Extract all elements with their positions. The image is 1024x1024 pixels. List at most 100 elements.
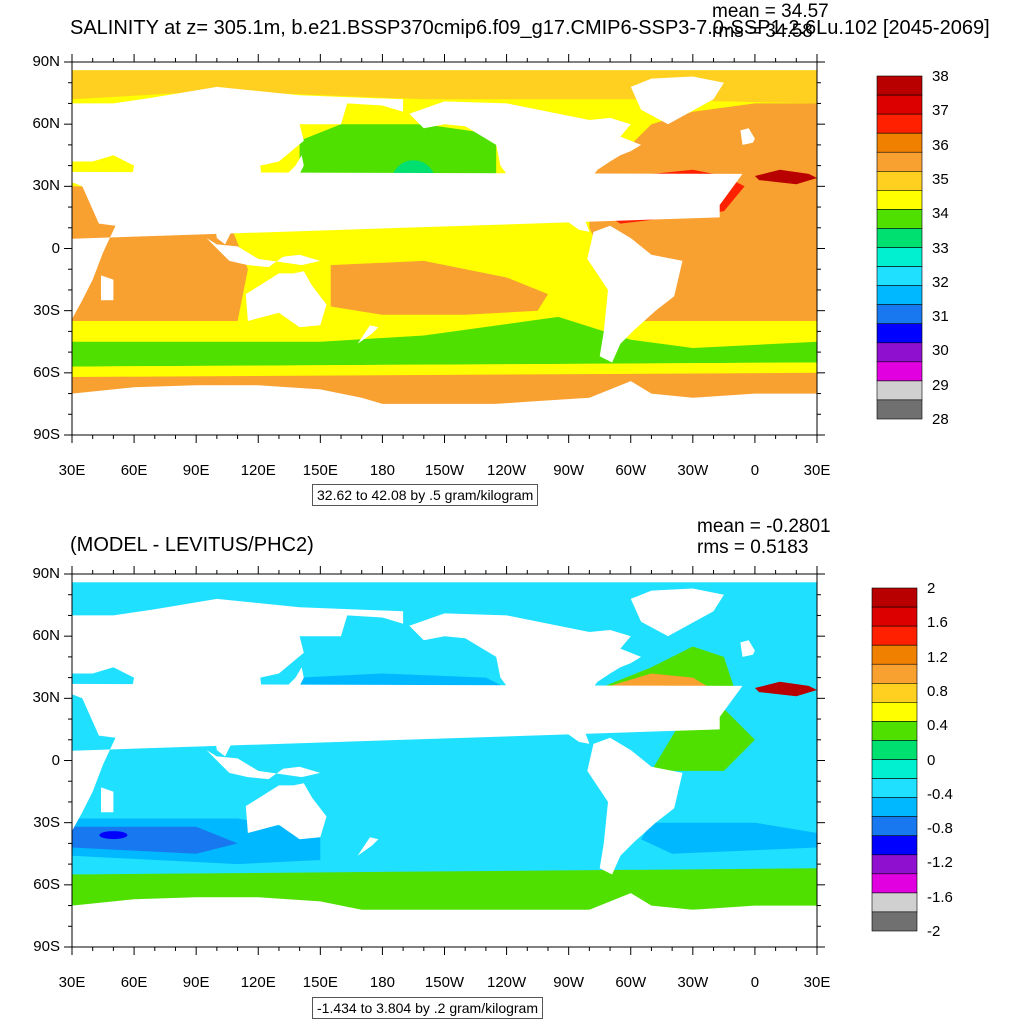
colorbar-swatch	[876, 304, 923, 325]
lon-tick-label: 30W	[677, 462, 709, 479]
lat-tick-label: 0	[51, 751, 60, 769]
colorbar-label: -1.2	[927, 854, 953, 872]
lon-tick-label: 60W	[615, 462, 647, 479]
colorbar-label: 0.4	[927, 717, 948, 735]
colorbar-label: 0	[927, 751, 936, 769]
colorbar-swatch	[871, 911, 918, 932]
bottom-rms-label: rms = 0.5183	[697, 537, 809, 558]
colorbar-label: 30	[932, 342, 949, 360]
southern-ocean-yellow-band	[72, 362, 817, 377]
colorbar-swatch	[871, 892, 918, 913]
colorbar-label: 29	[932, 376, 949, 394]
land-indonesia	[206, 238, 321, 268]
lon-tick-label: 90W	[553, 462, 585, 479]
lat-tick-label: 90N	[32, 53, 60, 70]
lon-tick-label: 120E	[240, 974, 276, 991]
colorbar-label: 36	[932, 136, 949, 154]
top-mean-label: mean = 34.57	[712, 1, 829, 22]
colorbar-swatch	[876, 380, 923, 401]
colorbar-swatch	[876, 209, 923, 229]
land-australia	[245, 783, 327, 840]
bottom-panel-title: (MODEL - LEVITUS/PHC2)	[70, 534, 314, 556]
land-namerica	[409, 613, 642, 744]
colorbar-swatch	[871, 625, 918, 646]
land-samerica	[587, 225, 683, 363]
lat-tick-label: 60S	[33, 363, 60, 381]
colorbar-label: 0.8	[927, 682, 948, 700]
lat-tick-label: 90S	[33, 426, 60, 443]
colorbar-swatch	[871, 682, 918, 703]
mediterranean-outflow-region	[754, 169, 817, 185]
colorbar-label: 38	[932, 68, 949, 85]
colorbar-label: 33	[932, 239, 949, 257]
land-greenland	[630, 588, 724, 637]
lon-tick-label: 90W	[553, 974, 585, 991]
land-uk	[740, 128, 755, 145]
colorbar-swatch	[876, 190, 923, 210]
lat-tick-label: 30S	[33, 813, 60, 831]
colorbar-swatch	[876, 361, 923, 382]
lat-tick-label: 0	[51, 239, 60, 257]
colorbar-label: 35	[932, 170, 949, 188]
colorbar-swatch	[871, 854, 918, 875]
land-madagascar	[101, 275, 114, 301]
land-japan	[278, 155, 304, 185]
land-eurasia	[72, 86, 404, 245]
colorbar-swatch	[871, 740, 918, 760]
colorbar-label: -2	[927, 923, 941, 940]
top-rms-label: rms = 34.58	[712, 21, 813, 42]
lat-tick-label: 90N	[32, 565, 60, 582]
lon-tick-label: 60E	[120, 974, 148, 991]
lon-tick-label: 60E	[120, 462, 148, 479]
colorbar-swatch	[871, 701, 918, 722]
lon-tick-label: 150W	[424, 974, 465, 991]
lat-tick-label: 30S	[33, 301, 60, 319]
colorbar-label: 32	[932, 273, 949, 291]
colorbar-swatch	[871, 759, 918, 779]
colorbar-swatch	[871, 873, 918, 894]
bottom-mean-label: mean = -0.2801	[697, 516, 831, 537]
lon-tick-label: 150E	[302, 974, 338, 991]
tropical-atlantic-positive-region	[651, 708, 755, 771]
land-nz	[357, 837, 379, 856]
land-madagascar	[101, 787, 114, 813]
colorbar-swatch	[876, 399, 923, 420]
colorbar-swatch	[876, 151, 923, 172]
lon-tick-label: 120E	[240, 462, 276, 479]
colorbar-label: 2	[927, 580, 936, 597]
top-panel-title: SALINITY at z= 305.1m, b.e21.BSSP370cmip…	[70, 17, 990, 39]
colorbar-swatch	[876, 132, 923, 153]
land-nz	[357, 325, 379, 344]
land-antarctica	[72, 893, 817, 947]
south-pacific-high-region	[330, 260, 548, 315]
colorbar-swatch	[871, 797, 918, 817]
lat-tick-label: 60N	[32, 115, 60, 133]
indian-extreme-negative-region	[99, 831, 128, 840]
colorbar-swatch	[876, 285, 923, 306]
colorbar-swatch	[876, 323, 923, 344]
land-eurasia	[72, 598, 404, 757]
land-namerica	[409, 101, 642, 232]
land-greenland	[630, 76, 724, 125]
lon-tick-label: 150E	[302, 462, 338, 479]
colorbar-label: 28	[932, 411, 949, 428]
top-contour-info: 32.62 to 42.08 by .5 gram/kilogram	[312, 484, 539, 506]
southern-ocean-band-region	[72, 316, 817, 367]
lon-tick-label: 30E	[58, 974, 86, 991]
salinity-difference-map-panel	[64, 566, 825, 955]
land-japan	[278, 667, 304, 697]
colorbar-swatch	[871, 606, 918, 627]
lon-tick-label: 90E	[182, 462, 210, 479]
land-samerica	[587, 737, 683, 875]
salinity-map-panel	[64, 54, 825, 443]
colorbar-swatch	[876, 171, 923, 191]
salinity-colorbar	[876, 75, 923, 420]
lon-tick-label: 30E	[803, 974, 831, 991]
colorbar-label: 31	[932, 308, 949, 326]
lat-tick-label: 60N	[32, 627, 60, 645]
lon-tick-label: 60W	[615, 974, 647, 991]
colorbar-swatch	[871, 778, 918, 798]
colorbar-label: -0.4	[927, 785, 953, 803]
colorbar-swatch	[871, 721, 918, 741]
